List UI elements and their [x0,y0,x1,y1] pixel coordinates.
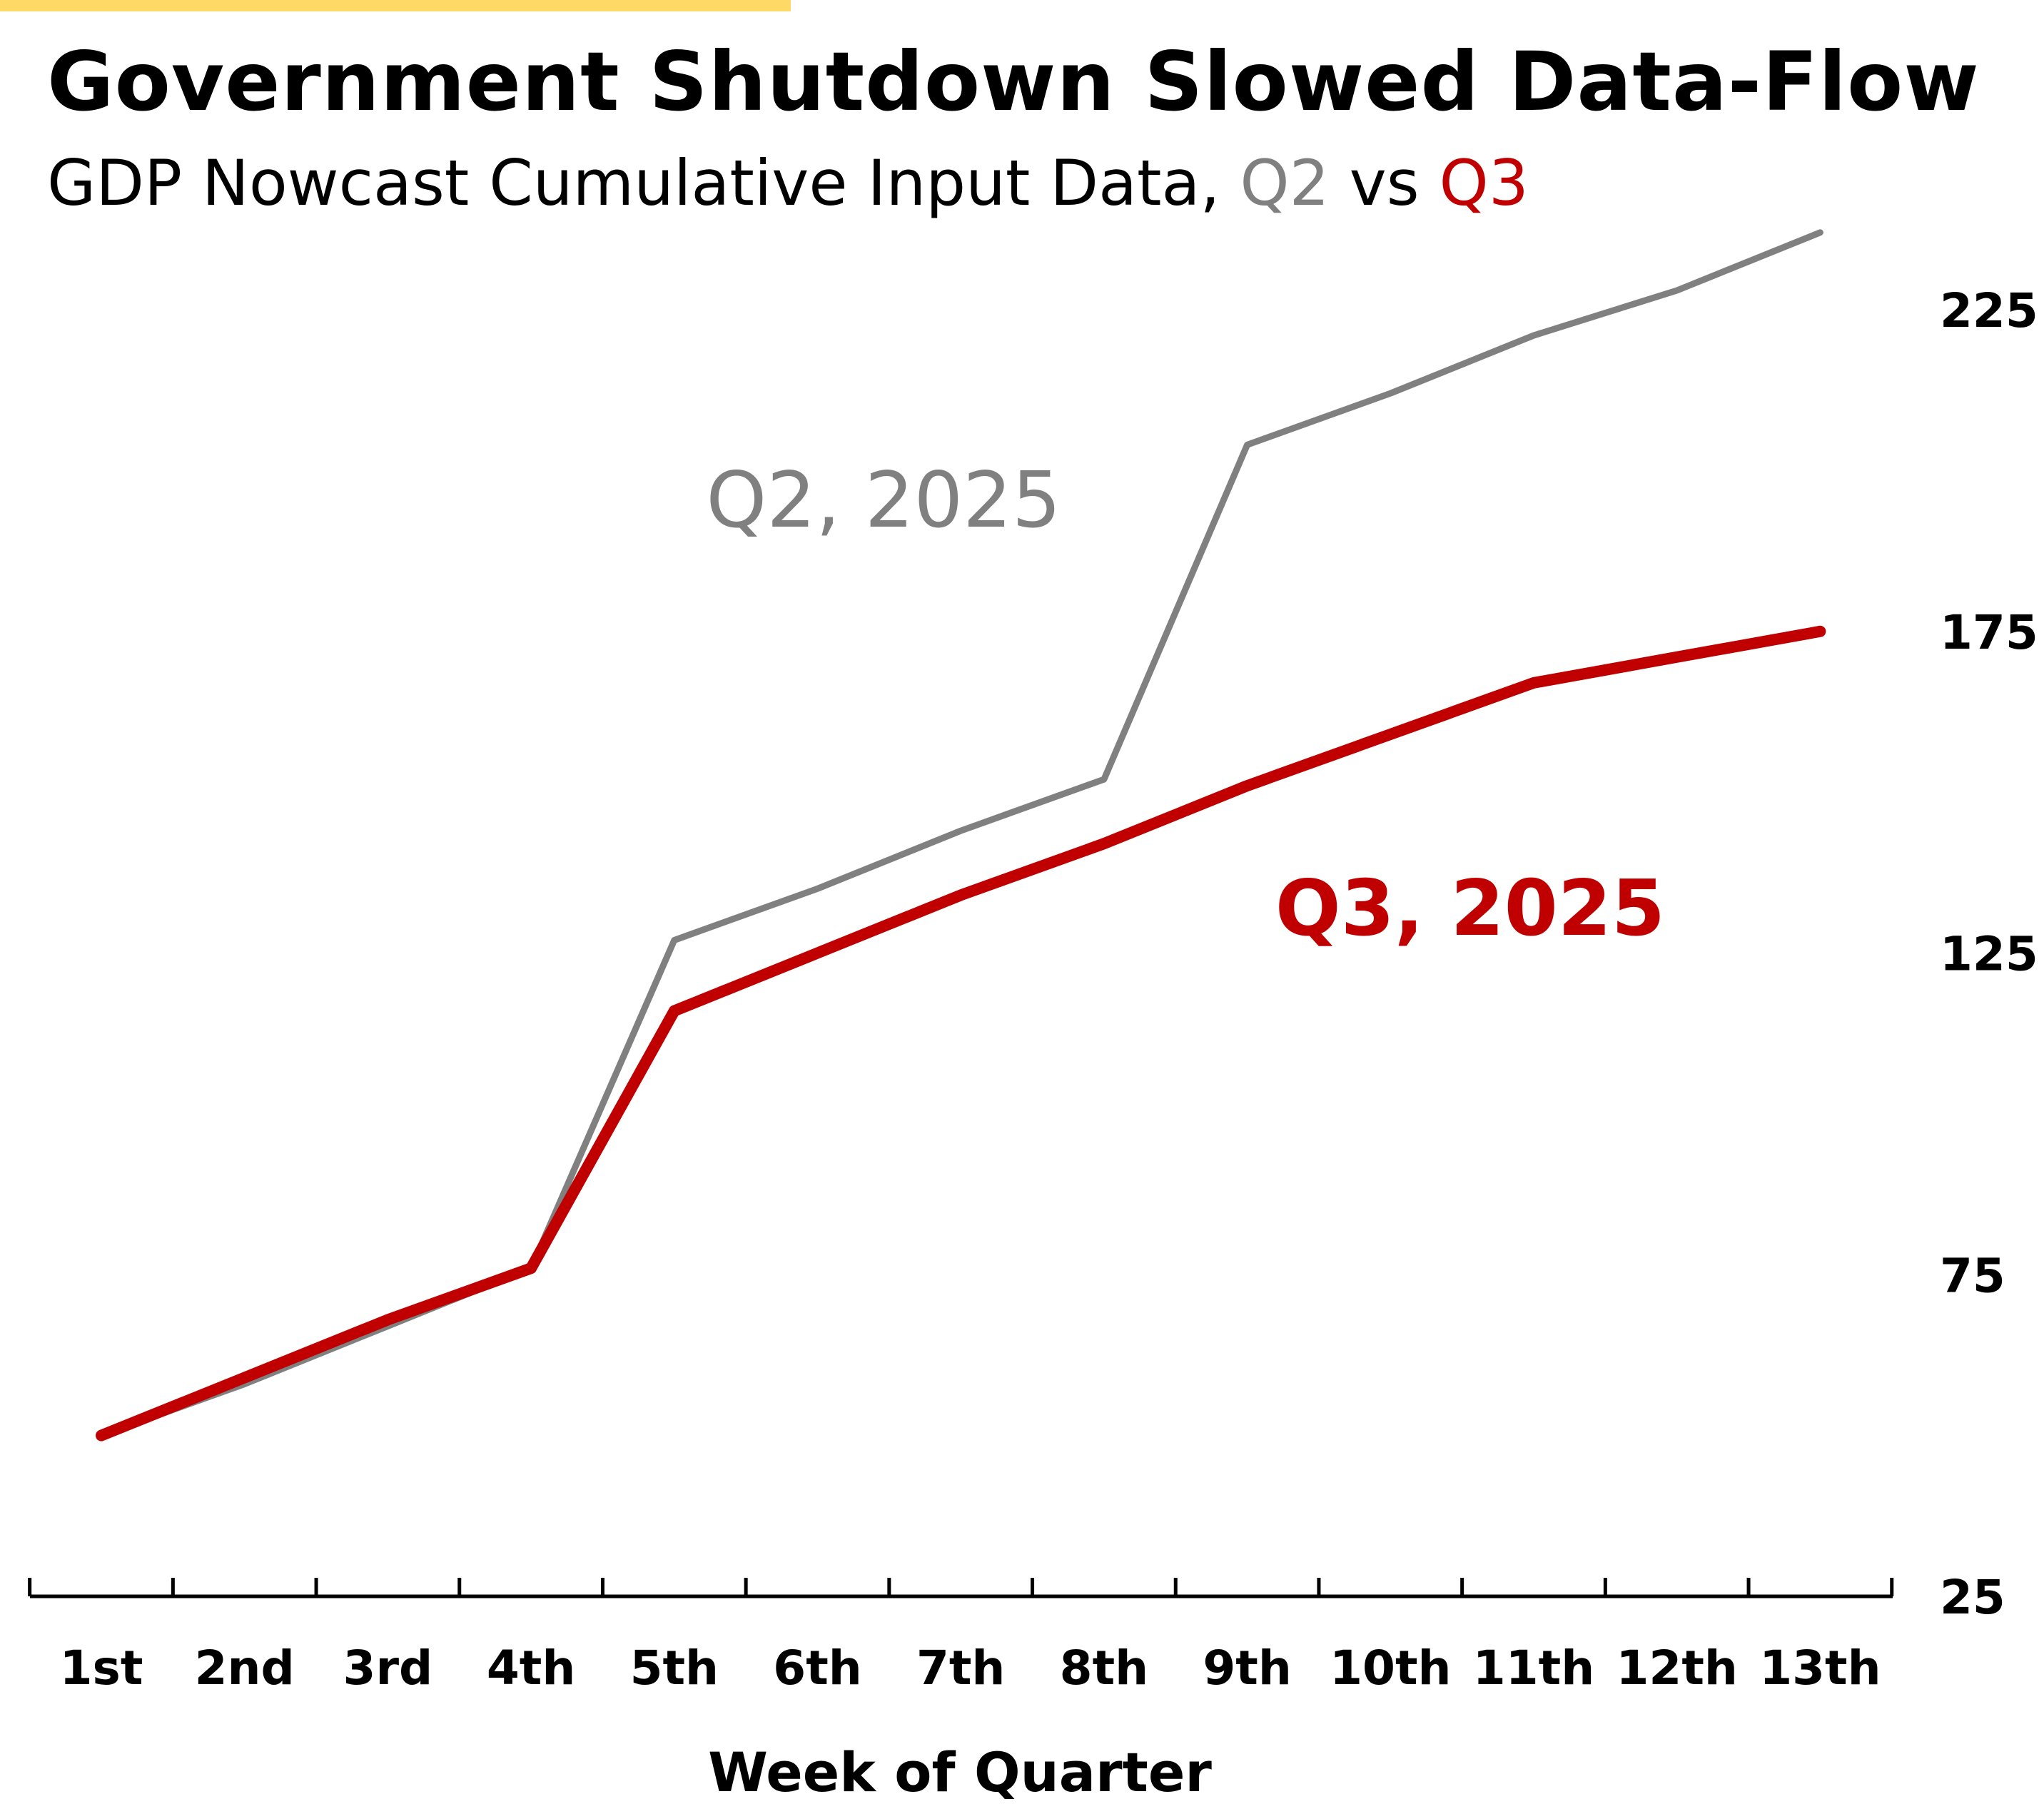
subtitle-q3: Q3 [1439,146,1529,220]
series-line-q2 [98,229,1823,1439]
chart-subtitle: GDP Nowcast Cumulative Input Data, Q2 vs… [47,147,1529,219]
x-tick-label: 12th [1617,1641,1738,1696]
y-tick-label: 25 [1940,1570,2005,1625]
x-tick-label: 6th [773,1641,861,1696]
x-tick-label: 9th [1203,1641,1291,1696]
x-tick-label: 2nd [195,1641,295,1696]
series-layer [96,229,1826,1441]
x-tick-label: 10th [1330,1641,1451,1696]
subtitle-prefix: GDP Nowcast Cumulative Input Data, [47,146,1240,220]
chart-title: Government Shutdown Slowed Data-Flow [47,34,1980,129]
y-tick-label: 75 [1940,1248,2005,1303]
label-layer: 1st 2nd 3rd 4th 5th 6th 7th 8th 9th 10th 11th 12th 1… [60,283,2038,1804]
series-line-q3 [96,625,1826,1441]
x-axis-title: Week of Quarter [708,1740,1212,1804]
subtitle-q2: Q2 [1240,146,1330,220]
annotation-q2: Q2, 2025 [706,456,1061,545]
x-tick-label: 3rd [343,1641,433,1696]
x-tick-label: 13th [1759,1641,1881,1696]
y-tick-label: 225 [1940,283,2038,338]
x-tick-label: 1st [60,1641,143,1696]
y-tick-label: 125 [1940,927,2038,982]
subtitle-vs: vs [1329,146,1440,220]
x-tick-label: 4th [487,1641,575,1696]
x-tick-label: 5th [630,1641,719,1696]
accent-bar [0,0,791,11]
x-tick-label: 8th [1060,1641,1148,1696]
axis-layer [28,1578,1894,1598]
x-tick-label: 11th [1473,1641,1594,1696]
y-tick-label: 175 [1940,605,2038,660]
annotation-q3: Q3, 2025 [1275,864,1665,953]
x-tick-label: 7th [916,1641,1005,1696]
